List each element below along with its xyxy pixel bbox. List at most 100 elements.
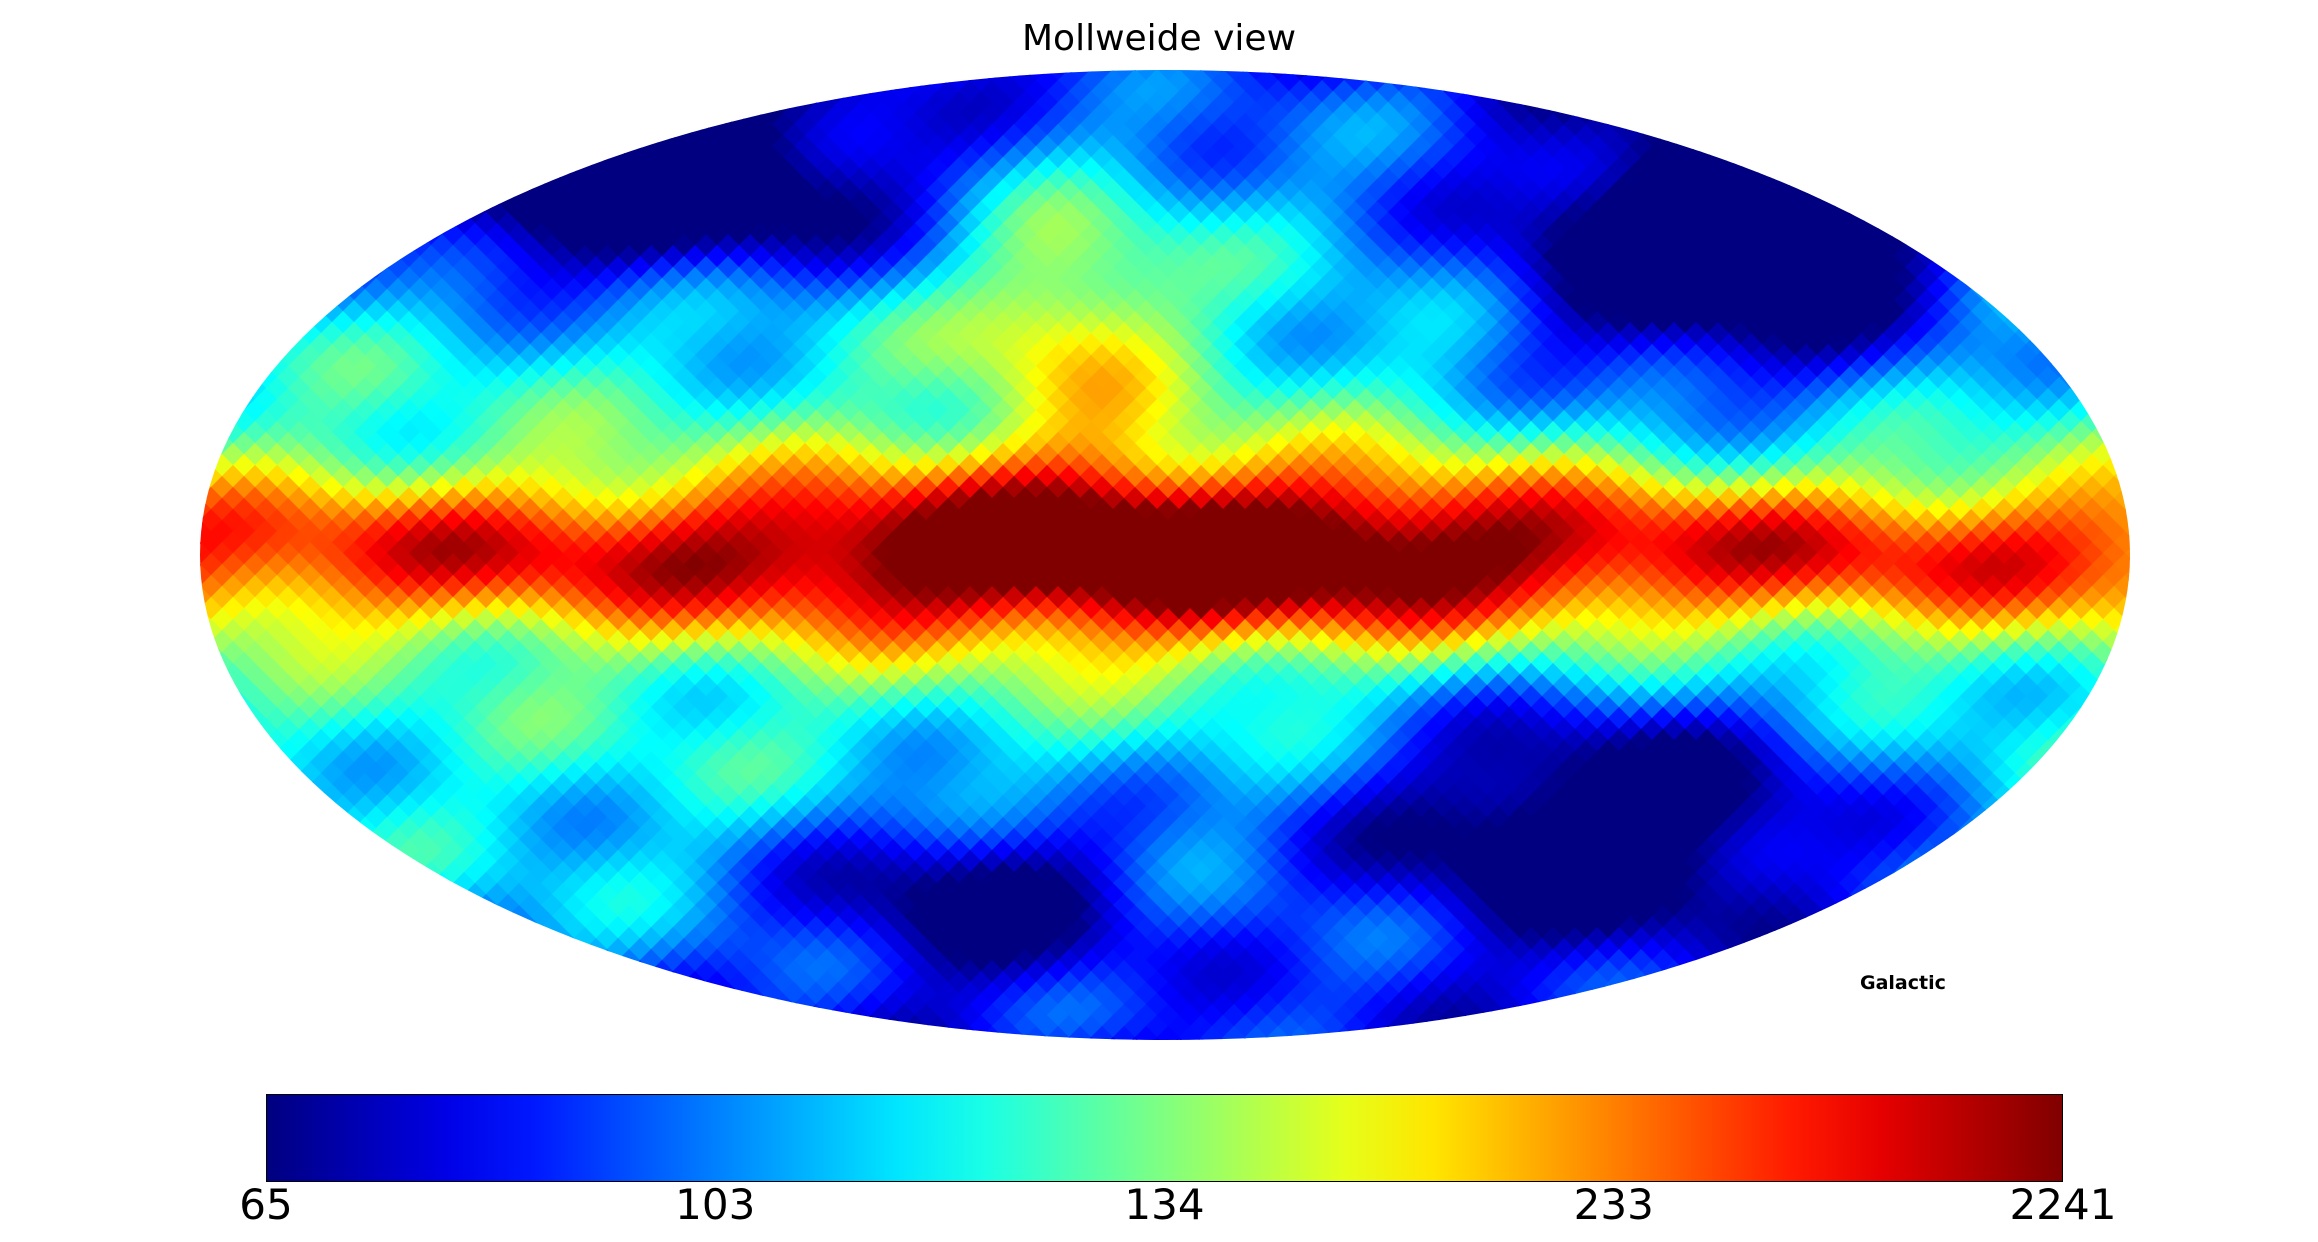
- sky-pixel: [749, 91, 773, 115]
- sky-pixel: [232, 344, 256, 368]
- sky-pixel: [441, 201, 465, 225]
- sky-pixel: [837, 70, 861, 93]
- sky-pixel: [342, 256, 366, 280]
- sky-pixel: [1706, 124, 1730, 148]
- sky-pixel: [2124, 454, 2130, 478]
- sky-pixels: [166, 70, 2159, 1040]
- sky-pixel: [353, 245, 377, 269]
- sky-pixel: [287, 289, 311, 313]
- sky-pixel: [166, 520, 190, 544]
- sky-pixel: [562, 146, 586, 170]
- sky-pixel: [2135, 619, 2159, 643]
- sky-pixel: [2069, 729, 2093, 753]
- sky-pixel: [2113, 443, 2130, 467]
- sky-pixel: [166, 454, 190, 478]
- sky-pixel: [331, 267, 355, 291]
- sky-pixel: [2135, 641, 2159, 665]
- sky-pixel: [2080, 718, 2104, 742]
- sky-pixel: [1354, 70, 1378, 82]
- sky-pixel: [1530, 80, 1554, 104]
- sky-pixel: [1739, 135, 1763, 159]
- sky-pixel: [232, 740, 256, 764]
- sky-pixel: [760, 80, 784, 104]
- sky-pixel: [243, 729, 267, 753]
- sky-pixel: [200, 421, 223, 445]
- sky-pixel: [782, 80, 806, 104]
- sky-pixel: [243, 333, 267, 357]
- sky-pixel: [595, 135, 619, 159]
- sky-pixel: [1937, 245, 1961, 269]
- sky-pixel: [2047, 333, 2071, 357]
- sky-pixel: [2091, 707, 2115, 731]
- sky-pixel: [2124, 586, 2130, 610]
- sky-pixel: [1508, 80, 1532, 104]
- sky-pixel: [200, 487, 201, 511]
- sky-pixel: [243, 355, 267, 379]
- sky-pixel: [419, 201, 443, 225]
- sky-pixel: [2080, 366, 2104, 390]
- sky-pixel: [804, 80, 828, 104]
- sky-pixel: [1420, 70, 1444, 82]
- sky-pixel: [1684, 124, 1708, 148]
- sky-pixel: [1453, 70, 1477, 93]
- sky-pixel: [1860, 190, 1884, 214]
- sky-pixel: [1904, 212, 1928, 236]
- sky-pixel: [2102, 388, 2126, 412]
- sky-pixel: [232, 718, 256, 742]
- sky-pixel: [200, 652, 212, 676]
- sky-pixel: [287, 311, 311, 335]
- sky-pixel: [1618, 102, 1642, 126]
- sky-pixel: [166, 498, 190, 522]
- sky-pixel: [166, 630, 190, 654]
- sky-pixel: [200, 432, 212, 456]
- sky-pixel: [200, 641, 201, 665]
- sky-pixel: [265, 311, 289, 335]
- sky-pixel: [210, 674, 234, 698]
- sky-pixel: [1871, 201, 1895, 225]
- sky-pixel: [2135, 531, 2159, 555]
- sky-pixel: [221, 729, 245, 753]
- sky-pixel: [408, 212, 432, 236]
- sky-pixel: [276, 300, 300, 324]
- sky-pixel: [243, 751, 267, 775]
- sky-pixel: [254, 344, 278, 368]
- sky-pixel: [1970, 256, 1994, 280]
- sky-pixel: [2135, 509, 2159, 533]
- sky-pixel: [485, 179, 509, 203]
- sky-pixel: [221, 707, 245, 731]
- sky-pixel: [200, 465, 201, 489]
- sky-pixel: [1376, 70, 1400, 82]
- sky-pixel: [639, 113, 663, 137]
- sky-pixel: [2058, 344, 2082, 368]
- sky-pixel: [200, 674, 212, 698]
- sky-pixel: [254, 322, 278, 346]
- sky-pixel: [200, 630, 212, 654]
- sky-pixel: [2124, 630, 2130, 654]
- sky-pixel: [1981, 267, 2005, 291]
- sky-pixel: [265, 751, 289, 775]
- sky-pixel: [1992, 278, 2016, 302]
- sky-pixel: [2124, 476, 2130, 500]
- sky-pixel: [1475, 70, 1499, 93]
- sky-pixel: [2025, 311, 2049, 335]
- sky-pixel: [166, 542, 190, 566]
- sky-pixel: [606, 124, 630, 148]
- sky-pixel: [2135, 487, 2159, 511]
- sky-pixel: [694, 102, 718, 126]
- sky-pixel: [628, 124, 652, 148]
- sky-pixel: [200, 619, 201, 643]
- sky-pixel: [200, 399, 223, 423]
- sky-pixel: [1926, 234, 1950, 258]
- sky-pixel: [200, 509, 201, 533]
- sky-pixel: [200, 410, 212, 434]
- sky-pixel: [496, 168, 520, 192]
- sky-pixel: [936, 70, 960, 82]
- sky-pixel: [232, 366, 256, 390]
- sky-pixel: [166, 564, 190, 588]
- sky-pixel: [1816, 168, 1840, 192]
- sky-pixel: [2124, 498, 2130, 522]
- sky-pixel: [254, 740, 278, 764]
- sky-pixel: [200, 663, 223, 687]
- sky-pixel: [2113, 641, 2130, 665]
- sky-pixel: [2124, 432, 2130, 456]
